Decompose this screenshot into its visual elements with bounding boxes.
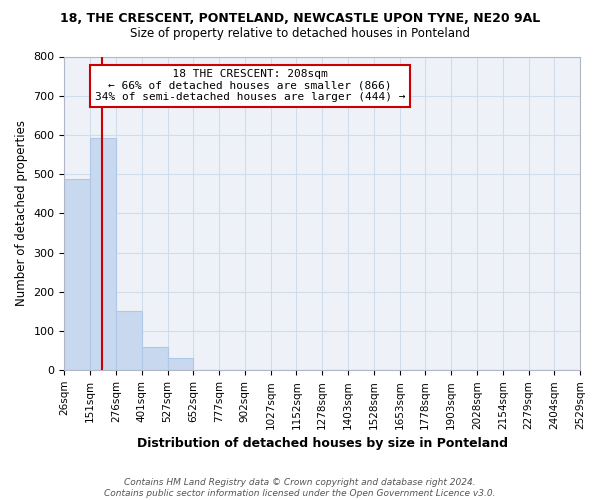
Bar: [142, 346, 167, 370]
Text: 18 THE CRESCENT: 208sqm  
← 66% of detached houses are smaller (866)
34% of semi: 18 THE CRESCENT: 208sqm ← 66% of detache…: [95, 69, 405, 102]
X-axis label: Distribution of detached houses by size in Ponteland: Distribution of detached houses by size …: [137, 437, 508, 450]
Bar: [64, 179, 90, 370]
Bar: [167, 358, 193, 370]
Bar: [90, 138, 116, 370]
Text: Size of property relative to detached houses in Ponteland: Size of property relative to detached ho…: [130, 28, 470, 40]
Bar: [116, 311, 142, 370]
Text: Contains HM Land Registry data © Crown copyright and database right 2024.
Contai: Contains HM Land Registry data © Crown c…: [104, 478, 496, 498]
Text: 18, THE CRESCENT, PONTELAND, NEWCASTLE UPON TYNE, NE20 9AL: 18, THE CRESCENT, PONTELAND, NEWCASTLE U…: [60, 12, 540, 26]
Y-axis label: Number of detached properties: Number of detached properties: [15, 120, 28, 306]
